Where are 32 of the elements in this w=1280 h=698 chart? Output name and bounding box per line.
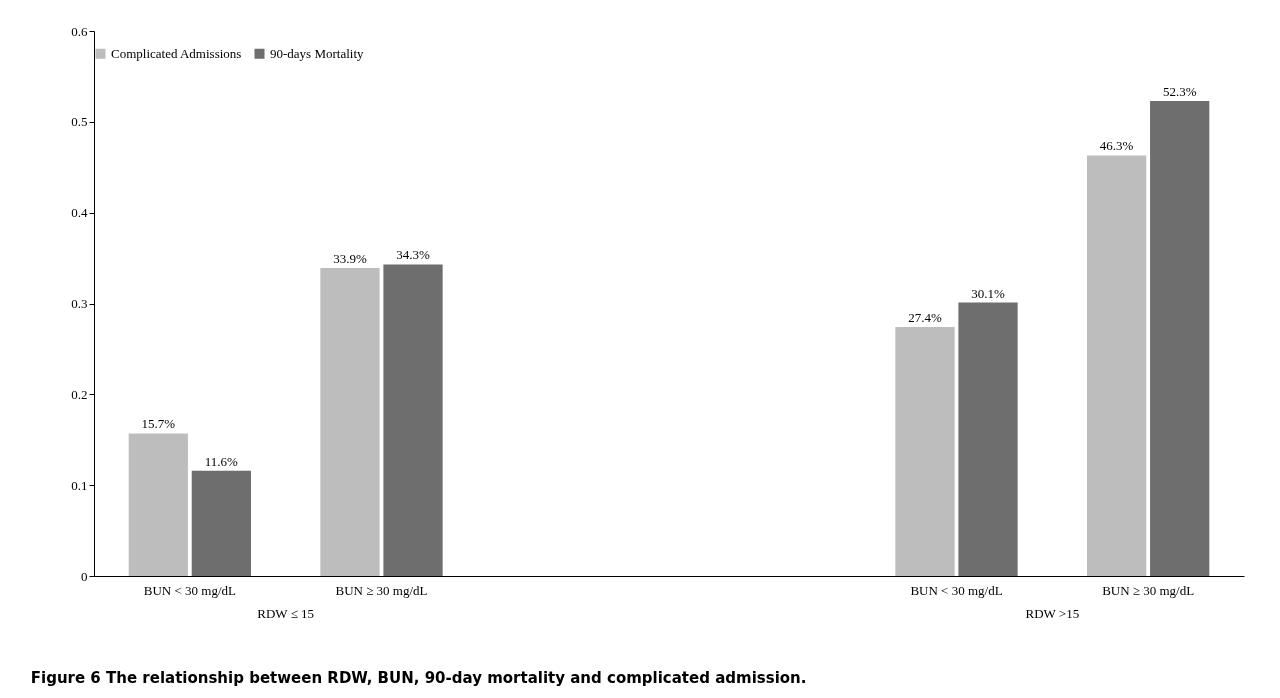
data-label: 15.7% [141,416,176,432]
bar [1087,155,1147,576]
text: Figure 6 The relationship between RDW, BUN, 90-day mortality and complicated admission. [30,669,807,687]
x-tick-label: BUN < 30 mg/dL [143,582,236,598]
y-tick-label: 0.3 [71,296,88,311]
bar [383,264,443,576]
bar [1150,100,1210,576]
bar [128,433,188,576]
legend-label: Complicated Admissions [111,45,242,61]
text: RDW >15 [1025,606,1080,621]
y-tick-label: 0.1 [71,477,88,493]
data-label: 34.3% [396,247,430,263]
x-tick-label: BUN ≥ 30 mg/dL [335,582,428,598]
legend-label: 90-days Mortality [270,45,365,61]
data-label: 11.6% [204,453,239,469]
x-tick-label: BUN < 30 mg/dL [910,582,1003,598]
y-tick-label: 0.2 [71,386,88,402]
data-label: 46.3% [1099,138,1134,154]
y-tick-label: 0.5 [71,114,88,130]
text: RDW ≤ 15 [257,606,315,621]
y-tick-label: 0 [81,568,88,584]
data-label: 33.9% [333,251,367,267]
data-label: 30.1% [971,285,1005,301]
data-label: 27.4% [908,310,942,326]
bar [320,268,380,576]
data-label: 52.3% [1162,83,1197,99]
bar [895,327,955,576]
x-tick-label: BUN ≥ 30 mg/dL [1102,582,1195,598]
y-tick-label: 0.4 [71,205,88,221]
bar [191,470,251,576]
y-tick-label: 0.6 [71,23,88,39]
bar [958,302,1018,576]
